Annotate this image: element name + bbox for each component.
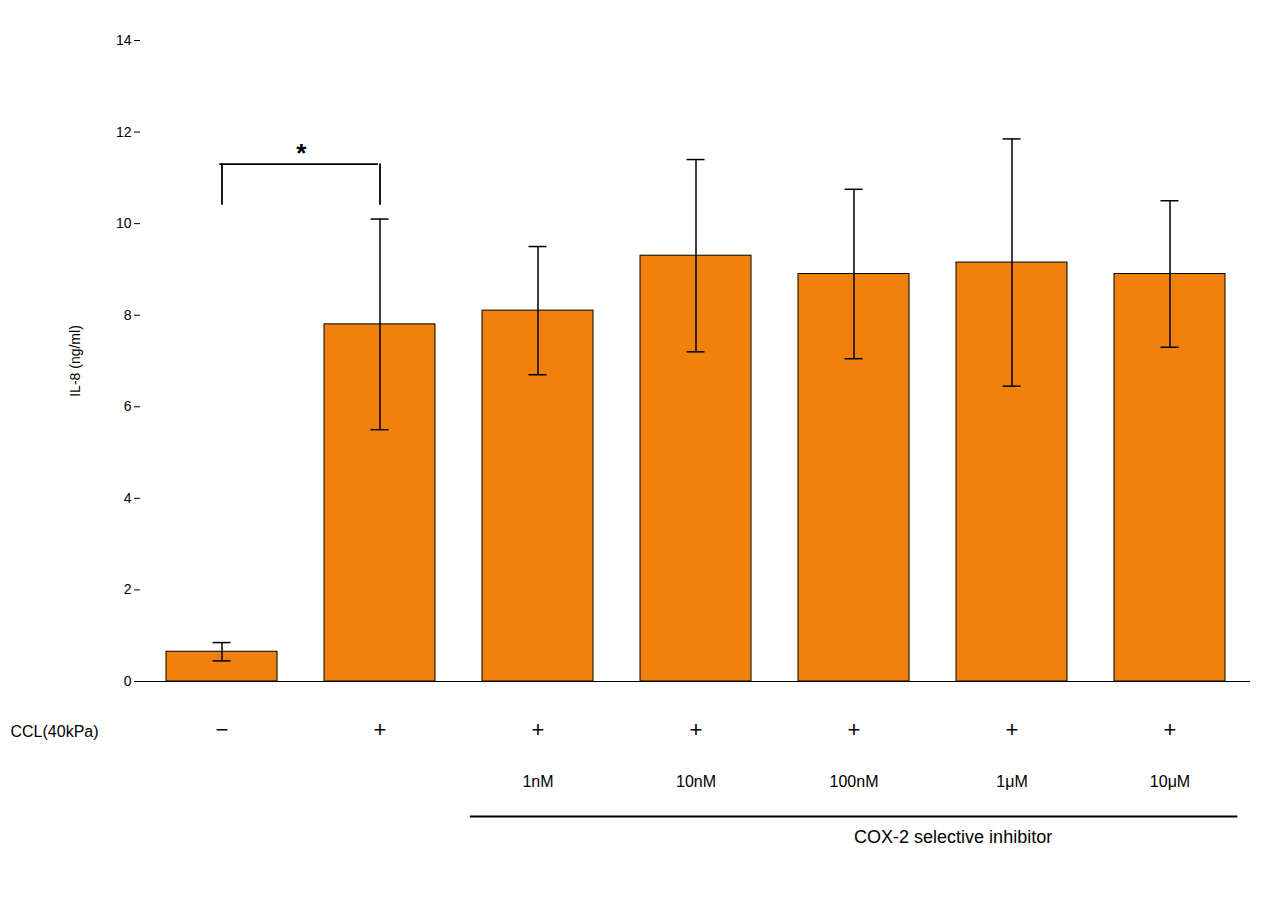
svg-text:6: 6 xyxy=(124,398,132,414)
svg-text:+: + xyxy=(848,717,861,742)
svg-text:−: − xyxy=(216,717,229,742)
svg-text:IL-8 (ng/ml): IL-8 (ng/ml) xyxy=(67,325,83,397)
svg-text:0: 0 xyxy=(124,673,132,689)
svg-text:100nM: 100nM xyxy=(830,773,879,790)
svg-text:CCL(40kPa): CCL(40kPa) xyxy=(11,723,99,740)
svg-text:+: + xyxy=(374,717,387,742)
svg-text:+: + xyxy=(532,717,545,742)
svg-text:1nM: 1nM xyxy=(522,773,553,790)
svg-text:1μM: 1μM xyxy=(996,773,1027,790)
svg-text:+: + xyxy=(1006,717,1019,742)
svg-text:10: 10 xyxy=(116,215,132,231)
svg-text:2: 2 xyxy=(124,581,132,597)
svg-text:14: 14 xyxy=(116,32,132,48)
svg-text:4: 4 xyxy=(124,490,132,506)
svg-text:+: + xyxy=(690,717,703,742)
svg-text:COX-2 selective inhibitor: COX-2 selective inhibitor xyxy=(854,827,1052,847)
svg-text:+: + xyxy=(1164,717,1177,742)
svg-text:10nM: 10nM xyxy=(676,773,716,790)
svg-text:10μM: 10μM xyxy=(1150,773,1190,790)
svg-text:*: * xyxy=(296,138,307,168)
svg-text:8: 8 xyxy=(124,307,132,323)
svg-text:12: 12 xyxy=(116,124,132,140)
